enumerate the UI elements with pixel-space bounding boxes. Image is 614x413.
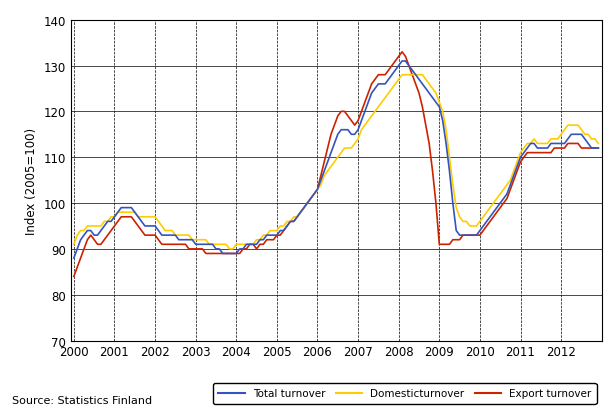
Text: Source: Statistics Finland: Source: Statistics Finland bbox=[12, 395, 152, 405]
Legend: Total turnover, Domesticturnover, Export turnover: Total turnover, Domesticturnover, Export… bbox=[213, 383, 597, 404]
Y-axis label: Index (2005=100): Index (2005=100) bbox=[25, 127, 38, 234]
